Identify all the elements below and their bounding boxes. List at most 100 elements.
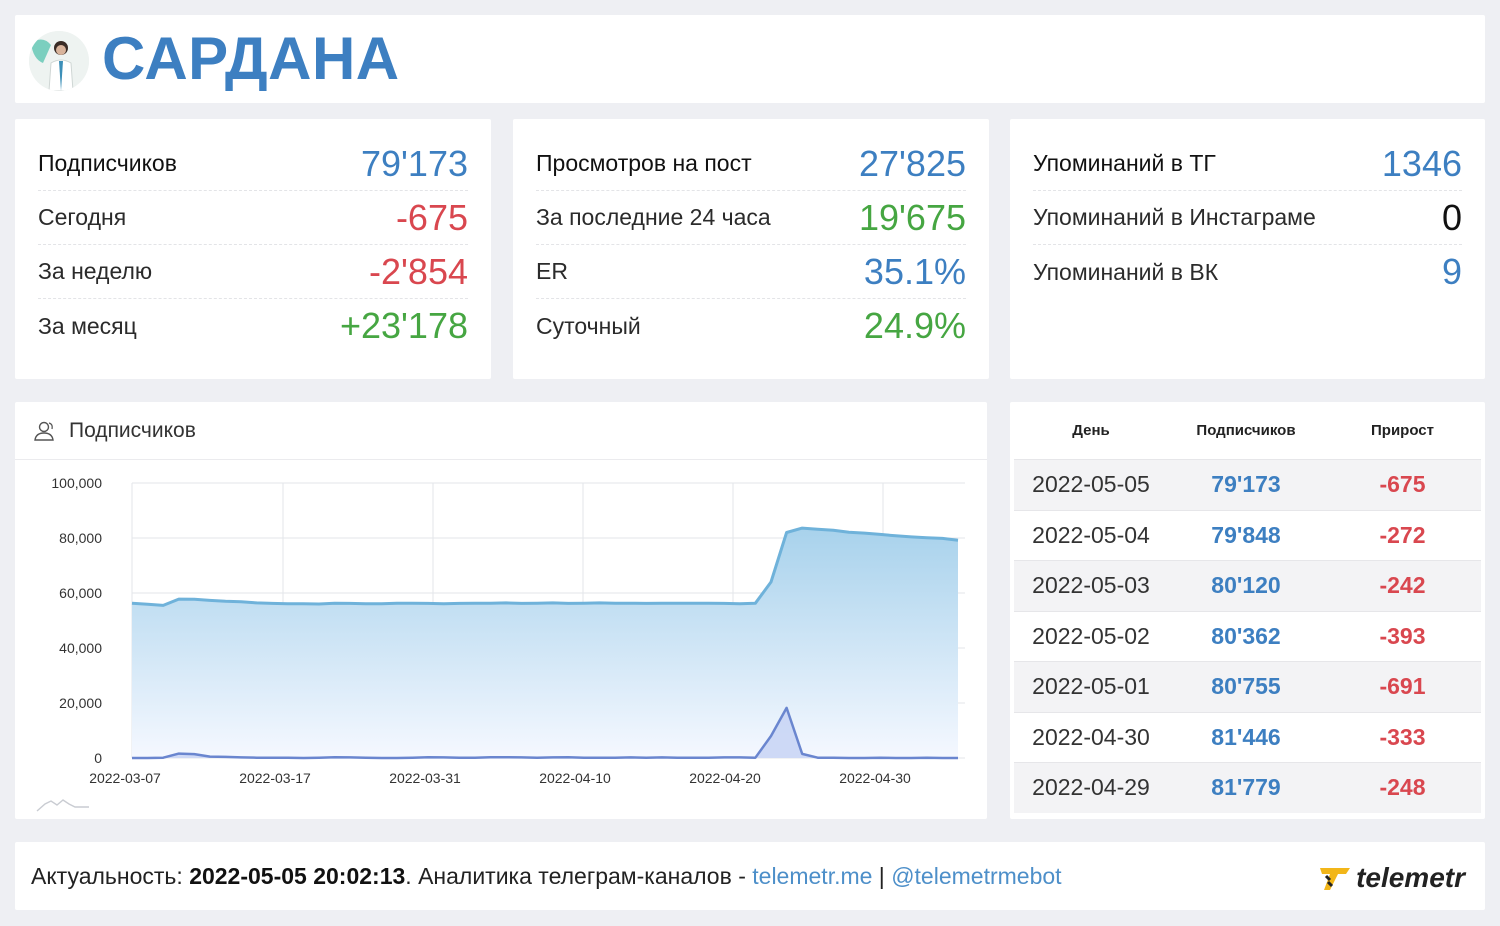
- x-tick-label: 2022-04-30: [839, 770, 911, 786]
- stat-row: Суточный 24.9%: [536, 299, 966, 353]
- stat-row: Упоминаний в ВК 9: [1033, 245, 1462, 299]
- table-body: 2022-05-05 79'173 -675 2022-05-04 79'848 -272…: [1014, 459, 1481, 813]
- x-tick-label: 2022-03-07: [89, 770, 161, 786]
- subscribers-area: [132, 528, 958, 758]
- table-cell-subscribers: 80'755: [1211, 673, 1281, 700]
- table-cell-growth: -675: [1379, 471, 1426, 498]
- y-tick-label: 40,000: [59, 640, 102, 656]
- footer-mid: . Аналитика телеграм-каналов -: [405, 862, 753, 889]
- footer-date: 2022-05-05 20:02:13: [189, 862, 406, 889]
- subscribers-stats-card: Подписчиков 79'173 Сегодня -675 За неделю -2'…: [15, 119, 491, 379]
- stat-label: Упоминаний в Инстаграме: [1033, 204, 1316, 230]
- stat-row: Подписчиков 79'173: [38, 137, 468, 191]
- telemetr-logo-icon: [1320, 868, 1351, 890]
- table-cell-day: 2022-04-30: [1032, 723, 1150, 750]
- column-header-day: День: [1072, 422, 1110, 439]
- stat-label: Суточный: [536, 312, 641, 339]
- footer-text: Актуальность: 2022-05-05 20:02:13. Анали…: [31, 863, 1062, 890]
- table-cell-subscribers: 80'120: [1211, 572, 1281, 599]
- table-row: 2022-05-03 80'120 -242: [1014, 560, 1481, 611]
- y-tick-label: 80,000: [59, 530, 102, 546]
- telemetr-logo[interactable]: telemetr: [1318, 862, 1465, 894]
- stat-row: Просмотров на пост 27'825: [536, 137, 966, 191]
- x-tick-label: 2022-04-10: [539, 770, 611, 786]
- telemetr-site-link[interactable]: telemetr.me: [752, 862, 873, 889]
- channel-header: САРДАНА: [15, 15, 1485, 103]
- stat-row: Упоминаний в Инстаграме 0: [1033, 191, 1462, 245]
- stat-value: 24.9%: [863, 305, 966, 346]
- stat-value: 35.1%: [863, 250, 966, 292]
- stat-row: За последние 24 часа 19'675: [536, 191, 966, 245]
- stat-label: Просмотров на пост: [536, 150, 752, 176]
- footer: Актуальность: 2022-05-05 20:02:13. Анали…: [15, 842, 1485, 910]
- daily-table-card: День Подписчиков Прирост 2022-05-05 79'17…: [1010, 402, 1485, 819]
- stat-label: Упоминаний в ВК: [1033, 258, 1219, 285]
- table-cell-subscribers: 79'848: [1211, 521, 1281, 548]
- table-cell-subscribers: 79'173: [1211, 471, 1281, 498]
- mentions-stats-card: Упоминаний в ТГ 1346 Упоминаний в Инстагра…: [1010, 119, 1485, 379]
- chart-mini-logo-icon: [36, 799, 89, 812]
- table-row: 2022-05-04 79'848 -272: [1014, 509, 1481, 561]
- stat-label: Упоминаний в ТГ: [1033, 150, 1216, 176]
- stat-value: -675: [395, 196, 468, 238]
- stat-label: За месяц: [38, 312, 137, 339]
- column-header-growth: Прирост: [1371, 422, 1434, 439]
- table-row: 2022-05-02 80'362 -393: [1014, 610, 1481, 662]
- table-row: 2022-05-05 79'173 -675: [1014, 459, 1481, 510]
- table-cell-subscribers: 81'779: [1211, 774, 1281, 801]
- stat-label: За последние 24 часа: [536, 204, 771, 230]
- stat-value: 79'173: [361, 142, 468, 184]
- stat-label: Подписчиков: [38, 150, 177, 176]
- views-stats-card: Просмотров на пост 27'825 За последние 24 …: [513, 119, 989, 379]
- growth-line: [132, 706, 958, 760]
- stat-row: За неделю -2'854: [38, 245, 468, 299]
- x-tick-label: 2022-04-20: [689, 770, 761, 786]
- footer-prefix: Актуальность:: [31, 862, 190, 889]
- table-cell-subscribers: 81'446: [1211, 723, 1281, 750]
- table-row: 2022-04-29 81'779 -248: [1014, 762, 1481, 813]
- column-header-subscribers: Подписчиков: [1196, 422, 1296, 439]
- y-tick-label: 100,000: [51, 475, 102, 491]
- table-cell-day: 2022-05-05: [1032, 471, 1150, 498]
- stat-value: 0: [1441, 196, 1462, 238]
- stat-value: +23'178: [339, 305, 468, 346]
- stat-row: За месяц +23'178: [38, 299, 468, 353]
- y-tick-label: 20,000: [59, 695, 102, 711]
- stat-value: 1346: [1381, 142, 1462, 184]
- stat-value: 27'825: [859, 142, 966, 184]
- stat-label: Сегодня: [38, 204, 127, 230]
- subscribers-area-chart: 100,000 80,000 60,000 40,000 20,000 0 2022-03…: [36, 475, 965, 812]
- channel-title: САРДАНА: [102, 25, 400, 92]
- y-tick-label: 60,000: [59, 585, 102, 601]
- table-cell-growth: -242: [1379, 572, 1426, 599]
- x-tick-label: 2022-03-31: [389, 770, 461, 786]
- table-cell-growth: -248: [1379, 774, 1426, 801]
- table-row: 2022-05-01 80'755 -691: [1014, 661, 1481, 712]
- footer-separator: |: [872, 862, 892, 889]
- table-cell-day: 2022-05-04: [1032, 521, 1150, 548]
- table-cell-day: 2022-05-02: [1032, 622, 1150, 649]
- subscribers-line: [131, 526, 959, 607]
- channel-avatar: [29, 31, 89, 91]
- table-cell-subscribers: 80'362: [1211, 622, 1281, 649]
- table-cell-day: 2022-05-03: [1032, 572, 1150, 599]
- avatar-image: [29, 31, 89, 91]
- users-icon: [34, 421, 54, 441]
- x-tick-label: 2022-03-17: [239, 770, 311, 786]
- stat-row: Упоминаний в ТГ 1346: [1033, 137, 1462, 191]
- stat-value: 9: [1441, 251, 1462, 292]
- table-cell-growth: -393: [1379, 622, 1426, 649]
- chart-title: Подписчиков: [69, 418, 196, 442]
- table-row: 2022-04-30 81'446 -333: [1014, 711, 1481, 763]
- telemetr-bot-link[interactable]: @telemetrmebot: [891, 862, 1062, 889]
- y-tick-label: 0: [94, 750, 102, 766]
- chart-header: Подписчиков: [15, 402, 987, 460]
- growth-area: [132, 707, 958, 758]
- stat-label: За неделю: [38, 258, 153, 284]
- stat-value: -2'854: [369, 250, 468, 292]
- subscribers-chart-card: Подписчиков 100,000 80,000 60,000 40,000 20,…: [15, 402, 987, 819]
- stat-label: ER: [536, 258, 568, 284]
- stat-row: Сегодня -675: [38, 191, 468, 245]
- stat-value: 19'675: [859, 196, 966, 238]
- table-cell-growth: -272: [1379, 521, 1426, 548]
